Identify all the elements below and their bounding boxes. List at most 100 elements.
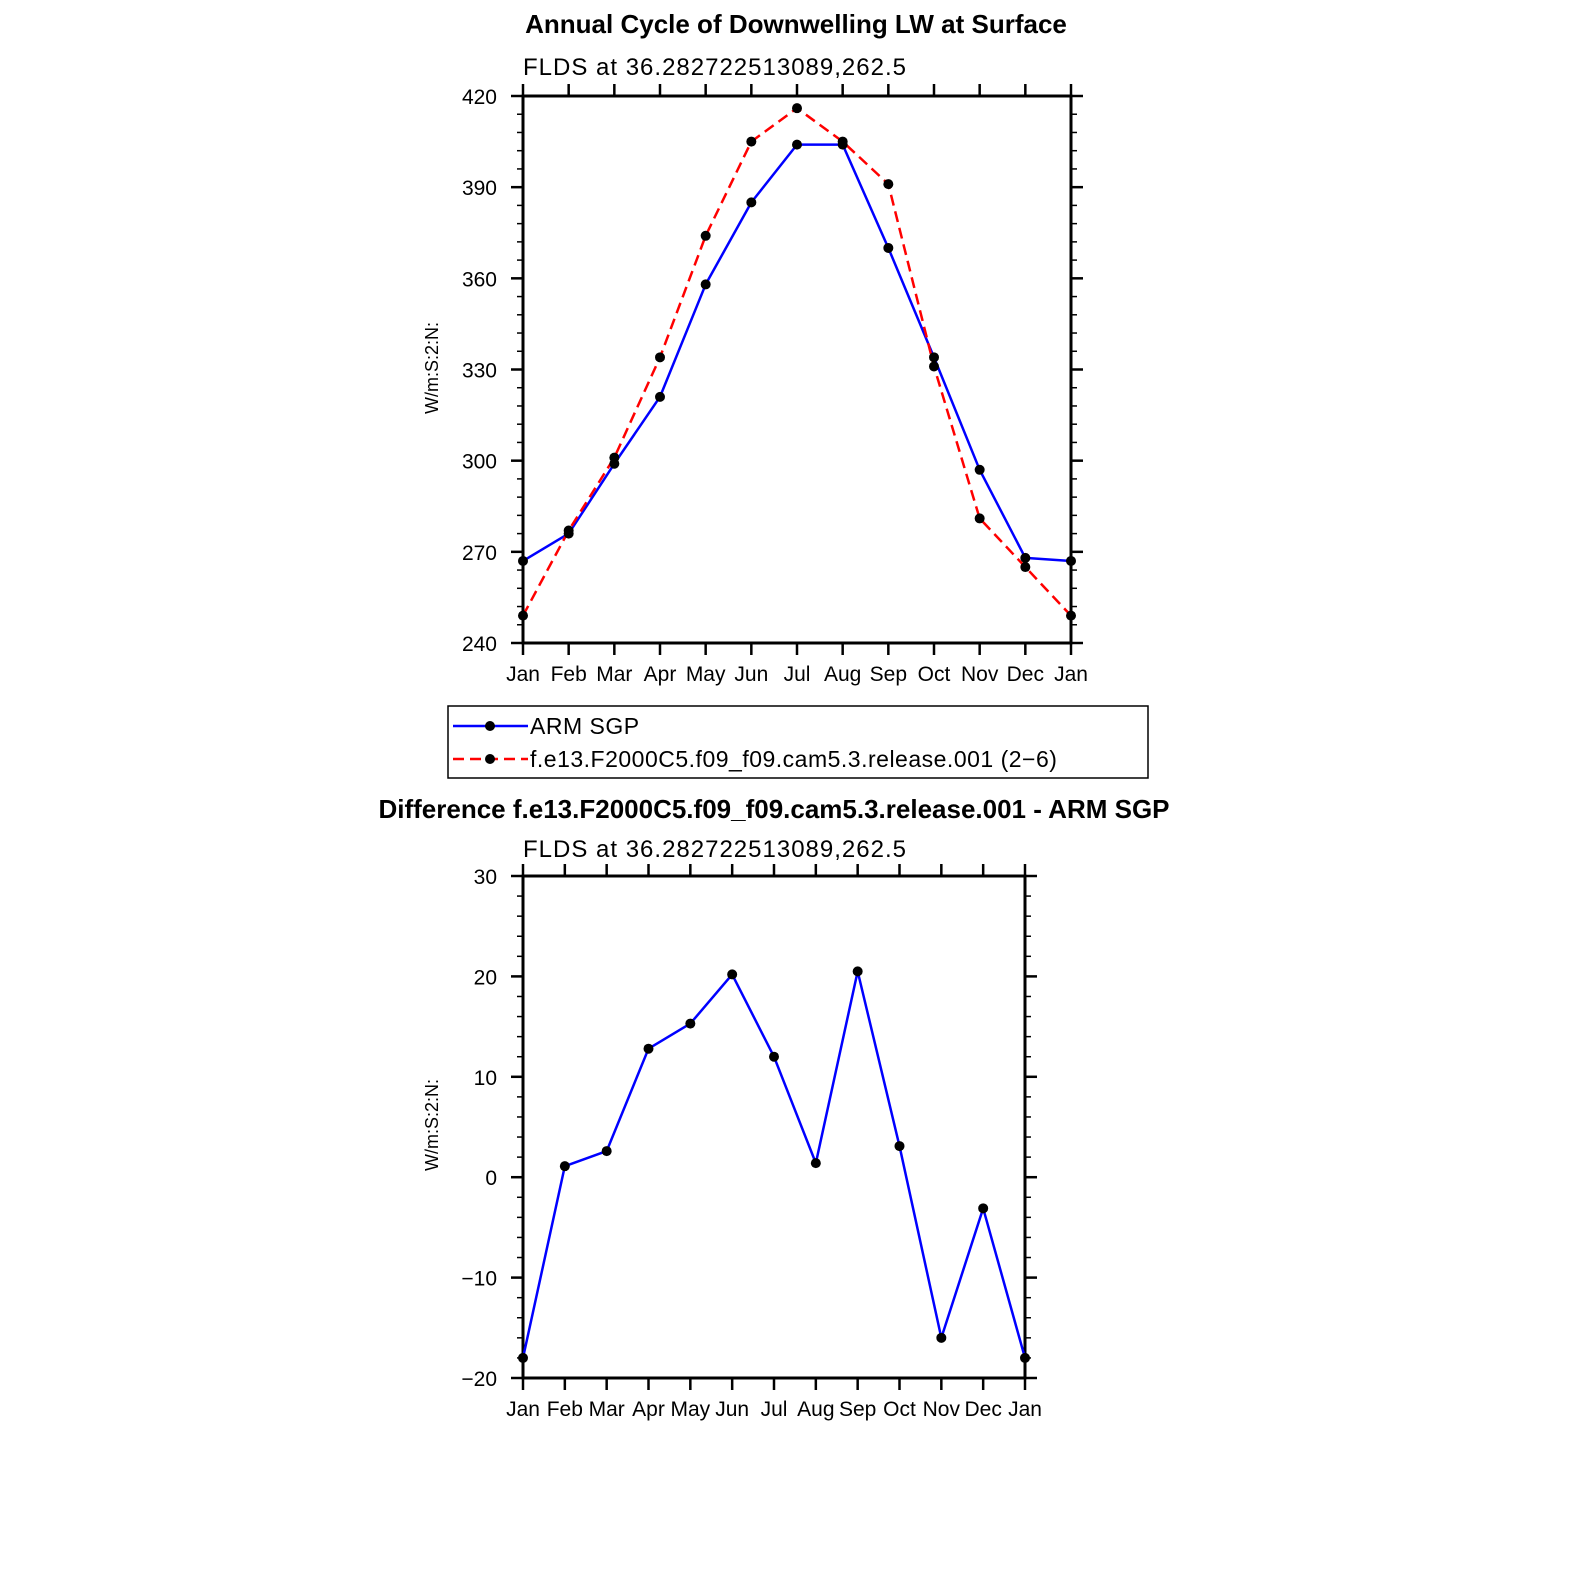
series-line-1 bbox=[521, 106, 1072, 617]
x-tick-label: Feb bbox=[547, 1398, 583, 1421]
series-line-0 bbox=[522, 143, 1072, 563]
series-1-point bbox=[1066, 610, 1076, 621]
series-0-point bbox=[601, 1146, 612, 1157]
x-tick-label: Aug bbox=[797, 1398, 834, 1421]
series-0-point bbox=[1020, 1352, 1030, 1363]
x-tick-label: Dec bbox=[1007, 663, 1044, 686]
x-tick-label: Jul bbox=[761, 1398, 788, 1421]
x-tick-label: Jul bbox=[784, 663, 811, 686]
series-0-point bbox=[852, 966, 863, 977]
x-tick-label: Mar bbox=[596, 663, 632, 686]
x-tick-label: Feb bbox=[551, 663, 587, 686]
x-tick-label: May bbox=[686, 663, 726, 686]
series-0-point bbox=[936, 1332, 947, 1343]
x-tick-label: Jun bbox=[734, 663, 768, 686]
y-tick-label: 0 bbox=[485, 1167, 497, 1190]
series-0-point bbox=[883, 242, 894, 253]
series-line-0 bbox=[521, 970, 1027, 1359]
x-tick-label: Mar bbox=[589, 1398, 625, 1421]
series-1-point bbox=[518, 610, 528, 621]
series-1-point bbox=[700, 230, 711, 241]
legend-box bbox=[447, 705, 1149, 779]
x-tick-label: Nov bbox=[961, 663, 999, 686]
y-tick-label: 20 bbox=[474, 966, 497, 989]
legend-entry-arm-sgp: ARM SGP bbox=[453, 713, 640, 739]
plot-series bbox=[518, 103, 1076, 621]
series-0-point bbox=[929, 352, 939, 363]
series-0-point bbox=[978, 1203, 989, 1214]
legend-label: ARM SGP bbox=[530, 713, 640, 739]
plot-series bbox=[518, 966, 1030, 1363]
x-tick-label: Oct bbox=[883, 1398, 916, 1421]
series-1-point bbox=[1020, 562, 1031, 573]
series-0-point bbox=[559, 1161, 570, 1172]
x-tick-label: Apr bbox=[632, 1398, 665, 1421]
y-tick-label: 420 bbox=[462, 86, 497, 109]
y-tick-label: 300 bbox=[462, 451, 497, 474]
series-0-point bbox=[810, 1158, 821, 1169]
series-1-point bbox=[746, 136, 757, 147]
x-tick-label: May bbox=[670, 1398, 710, 1421]
legend-swatch-marker bbox=[485, 754, 495, 764]
series-1-point bbox=[929, 361, 939, 372]
y-tick-label: −10 bbox=[461, 1268, 497, 1291]
x-tick-label: Apr bbox=[644, 663, 677, 686]
y-tick-label: 330 bbox=[462, 360, 497, 383]
series-0-point bbox=[1020, 552, 1031, 563]
y-tick-label: 30 bbox=[474, 866, 497, 889]
chart-subtitle: FLDS at 36.282722513089,262.5 bbox=[523, 54, 907, 81]
series-0-point bbox=[974, 464, 985, 475]
series-0-point bbox=[727, 969, 738, 980]
series-0-point bbox=[1066, 555, 1076, 566]
legend-swatch-marker bbox=[485, 721, 495, 731]
legend-entry-model: f.e13.F2000C5.f09_f09.cam5.3.release.001… bbox=[453, 746, 1057, 772]
plot-frame bbox=[521, 94, 1073, 645]
y-axis-label: W/m:S:2:N: bbox=[422, 1079, 442, 1171]
y-tick-label: 270 bbox=[462, 542, 497, 565]
series-1-point bbox=[837, 136, 848, 147]
plot-axes: Jan Feb Mar Apr May Jun Jul Aug Sep Oct Nov Dec Jan−… bbox=[461, 864, 1042, 1421]
legend-label: f.e13.F2000C5.f09_f09.cam5.3.release.001… bbox=[530, 746, 1057, 772]
series-0-point bbox=[685, 1018, 696, 1029]
y-tick-label: 390 bbox=[462, 177, 497, 200]
x-tick-label: Jan bbox=[1054, 663, 1088, 686]
series-1-point bbox=[563, 525, 574, 536]
series-1-point bbox=[609, 452, 620, 463]
difference-panel: Difference f.e13.F2000C5.f09_f09.cam5.3.… bbox=[378, 794, 1169, 1421]
series-0-point bbox=[518, 1352, 528, 1363]
plot-frame bbox=[521, 874, 1027, 1380]
y-tick-label: 240 bbox=[462, 633, 497, 656]
x-tick-label: Jan bbox=[506, 663, 540, 686]
series-1-point bbox=[792, 103, 802, 114]
y-tick-label: 360 bbox=[462, 268, 497, 291]
annual-cycle-panel: Annual Cycle of Downwelling LW at Surfac… bbox=[422, 9, 1088, 686]
y-tick-label: 10 bbox=[474, 1067, 497, 1090]
series-0-point bbox=[518, 555, 528, 566]
y-tick-label: −20 bbox=[461, 1368, 497, 1391]
series-0-point bbox=[655, 391, 665, 402]
x-tick-label: Dec bbox=[964, 1398, 1001, 1421]
series-1-point bbox=[655, 352, 665, 363]
series-0-point bbox=[792, 139, 802, 150]
x-tick-label: Sep bbox=[839, 1398, 876, 1421]
chart-subtitle: FLDS at 36.282722513089,262.5 bbox=[523, 836, 907, 863]
x-tick-label: Oct bbox=[918, 663, 951, 686]
x-tick-label: Jun bbox=[715, 1398, 749, 1421]
series-0-point bbox=[700, 279, 711, 290]
x-tick-label: Nov bbox=[923, 1398, 961, 1421]
series-0-point bbox=[746, 197, 757, 208]
chart-title: Difference f.e13.F2000C5.f09_f09.cam5.3.… bbox=[378, 794, 1169, 824]
plot-axes: Jan Feb Mar Apr May Jun Jul Aug Sep Oct Nov Dec Jan 2… bbox=[462, 84, 1088, 686]
x-tick-label: Aug bbox=[824, 663, 861, 686]
x-tick-label: Jan bbox=[1008, 1398, 1042, 1421]
x-tick-label: Sep bbox=[870, 663, 907, 686]
legend: ARM SGP f.e13.F2000C5.f09_f09.cam5.3.rel… bbox=[447, 705, 1149, 779]
series-0-point bbox=[643, 1043, 654, 1054]
series-1-point bbox=[883, 179, 894, 190]
y-axis-label: W/m:S:2:N: bbox=[422, 322, 442, 414]
x-tick-label: Jan bbox=[506, 1398, 540, 1421]
series-1-point bbox=[974, 513, 985, 524]
series-0-point bbox=[769, 1051, 779, 1062]
